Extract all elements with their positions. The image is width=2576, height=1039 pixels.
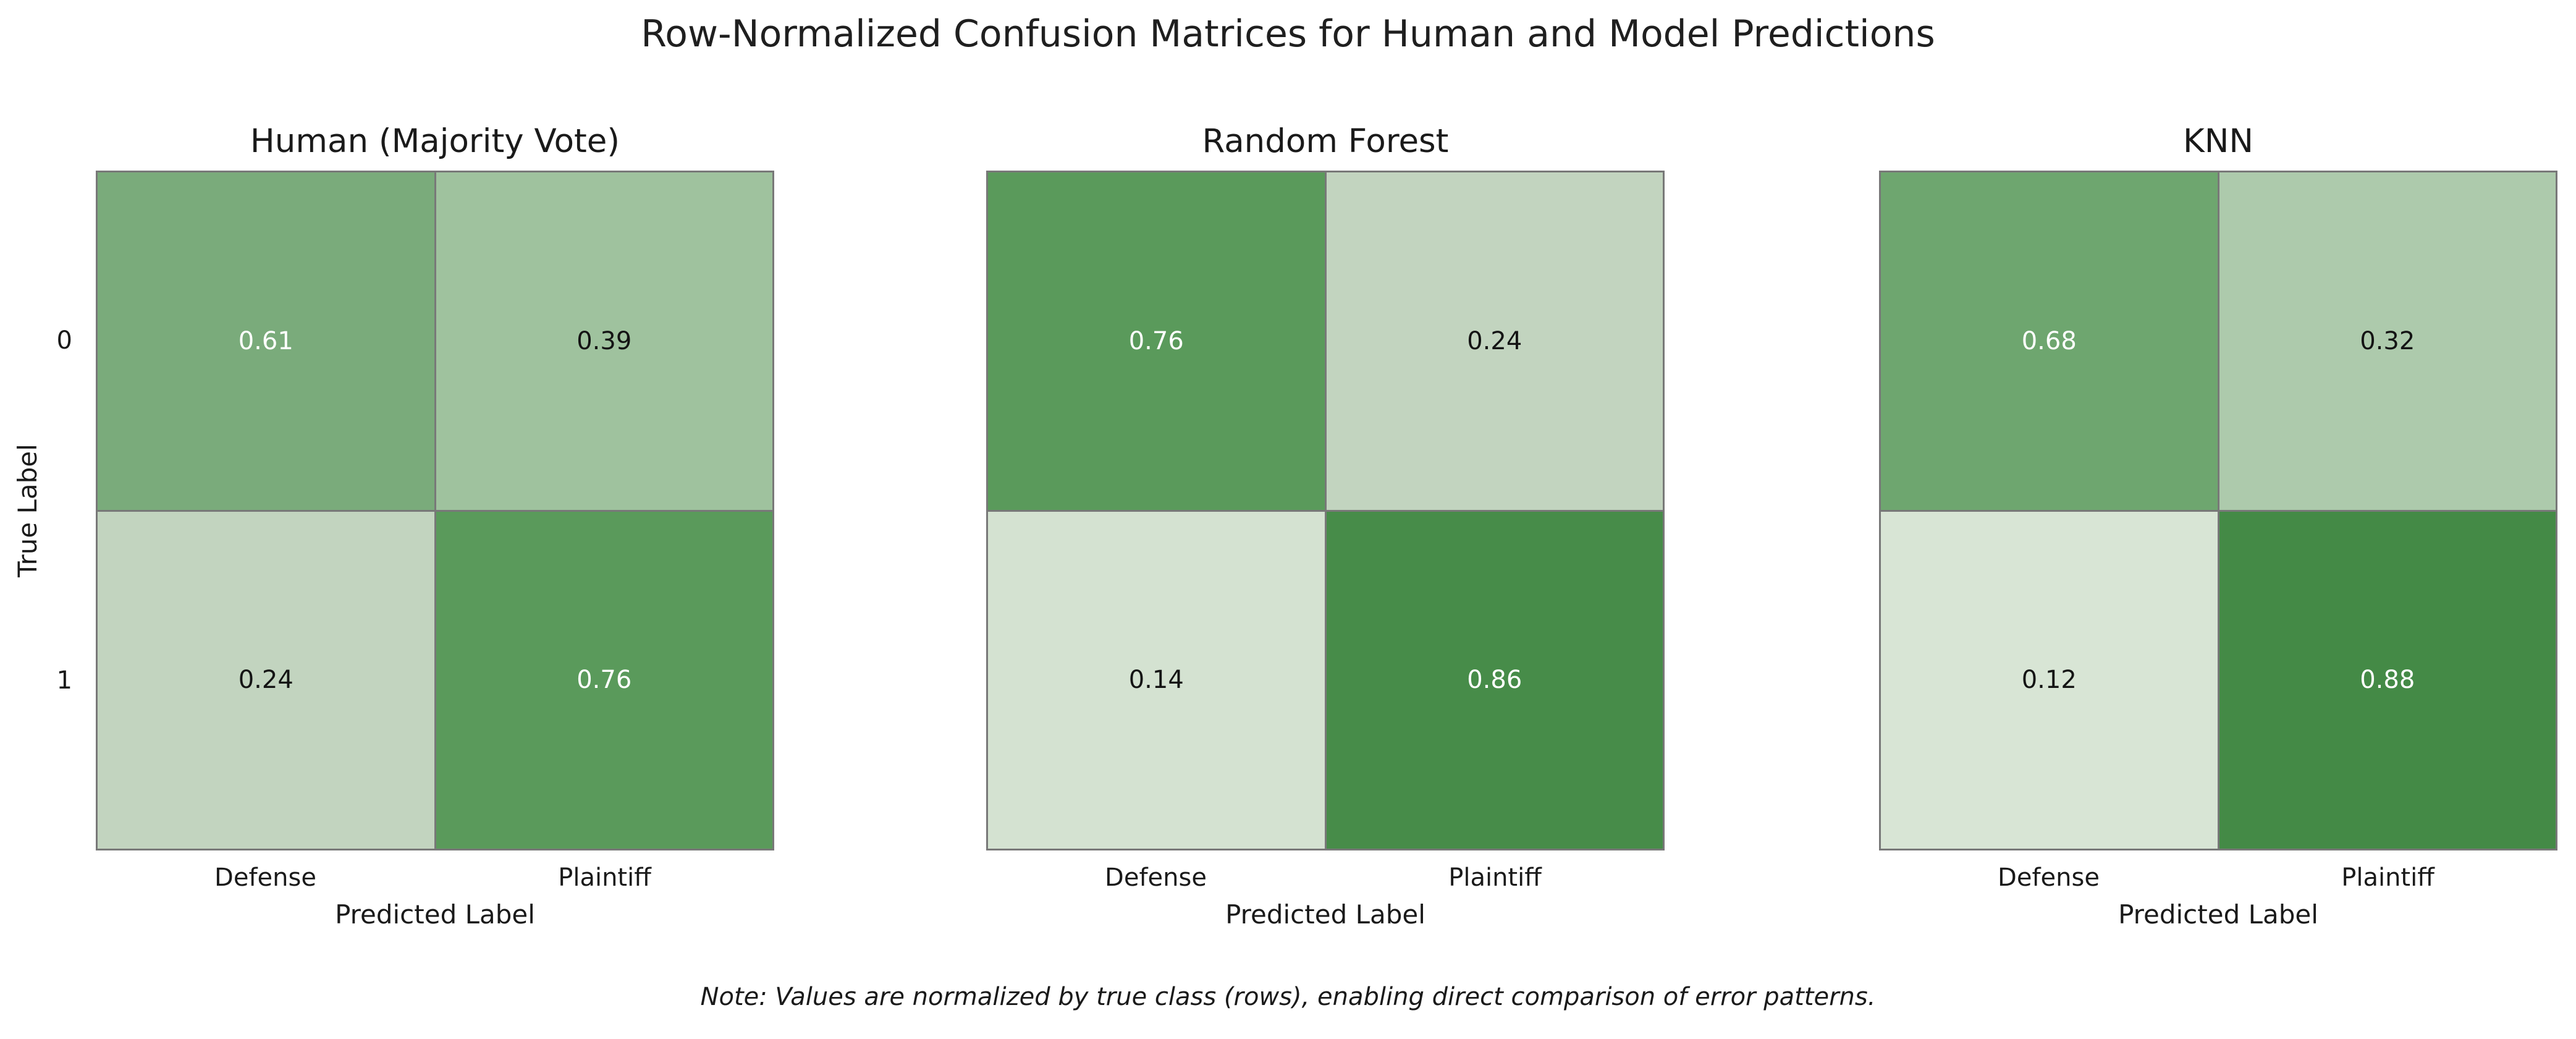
x-tick-defense: Defense	[1105, 863, 1207, 892]
y-axis-label: True Label	[12, 444, 43, 577]
cell-value: 0.12	[2021, 666, 2077, 695]
x-tick-row: Defense Plaintiff	[986, 865, 1665, 890]
x-tick-plaintiff: Plaintiff	[1448, 863, 1542, 892]
x-tick-defense: Defense	[1998, 863, 2100, 892]
matrix-cell-r1c1: 0.86	[1326, 511, 1663, 849]
panel-title: Human (Majority Vote)	[250, 122, 620, 160]
x-tick-defense: Defense	[214, 863, 316, 892]
confusion-matrix-grid: 0.61 0.39 0.24 0.76	[96, 171, 774, 850]
confusion-matrix-grid: 0.68 0.32 0.12 0.88	[1879, 171, 2557, 850]
x-tick-plaintiff: Plaintiff	[558, 863, 651, 892]
matrix-cell-r0c1: 0.39	[436, 172, 772, 510]
y-tick-1: 1	[56, 666, 72, 695]
matrix-cell-r0c0: 0.68	[1881, 172, 2218, 510]
x-tick-plaintiff: Plaintiff	[2341, 863, 2435, 892]
heatmap-panel-knn: KNN 0.68 0.32 0.12 0.88 Defense Plaintif…	[1879, 125, 2557, 928]
heatmap-panel-human: Human (Majority Vote) 0.61 0.39 0.24 0.7…	[12, 125, 774, 928]
cell-value: 0.24	[1467, 326, 1522, 355]
cell-value: 0.61	[238, 326, 293, 355]
cell-value: 0.76	[576, 666, 632, 695]
cell-value: 0.14	[1128, 666, 1184, 695]
cell-value: 0.88	[2360, 666, 2415, 695]
cell-value: 0.39	[576, 326, 632, 355]
matrix-cell-r0c0: 0.76	[988, 172, 1325, 510]
cell-value: 0.86	[1467, 666, 1522, 695]
matrix-cell-r1c0: 0.24	[98, 511, 434, 849]
x-axis-label: Predicted Label	[2118, 899, 2318, 930]
figure-footnote: Note: Values are normalized by true clas…	[700, 983, 1876, 1011]
x-axis-label: Predicted Label	[1225, 899, 1425, 930]
heatmap-panel-random-forest: Random Forest 0.76 0.24 0.14 0.86 Defens…	[986, 125, 1665, 928]
matrix-cell-r0c0: 0.61	[98, 172, 434, 510]
cell-value: 0.24	[238, 666, 293, 695]
panel-title: KNN	[2182, 122, 2254, 160]
cell-value: 0.68	[2021, 326, 2077, 355]
figure-title: Row-Normalized Confusion Matrices for Hu…	[641, 12, 1935, 56]
panel-title: Random Forest	[1202, 122, 1449, 160]
x-tick-row: Defense Plaintiff	[96, 865, 774, 890]
x-axis-label: Predicted Label	[335, 899, 535, 930]
confusion-matrix-grid: 0.76 0.24 0.14 0.86	[986, 171, 1665, 850]
cell-value: 0.76	[1128, 326, 1184, 355]
matrix-cell-r1c1: 0.76	[436, 511, 772, 849]
matrix-cell-r0c1: 0.24	[1326, 172, 1663, 510]
matrix-cell-r0c1: 0.32	[2219, 172, 2556, 510]
cell-value: 0.32	[2360, 326, 2415, 355]
matrix-cell-r1c1: 0.88	[2219, 511, 2556, 849]
x-tick-row: Defense Plaintiff	[1879, 865, 2557, 890]
matrix-cell-r1c0: 0.12	[1881, 511, 2218, 849]
y-tick-0: 0	[56, 326, 72, 355]
matrix-cell-r1c0: 0.14	[988, 511, 1325, 849]
